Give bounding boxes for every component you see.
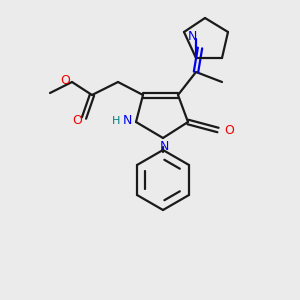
Text: O: O [224,124,234,136]
Text: N: N [159,140,169,154]
Text: H: H [112,116,120,126]
Text: N: N [122,115,132,128]
Text: O: O [60,74,70,86]
Text: N: N [187,30,197,43]
Text: O: O [72,113,82,127]
